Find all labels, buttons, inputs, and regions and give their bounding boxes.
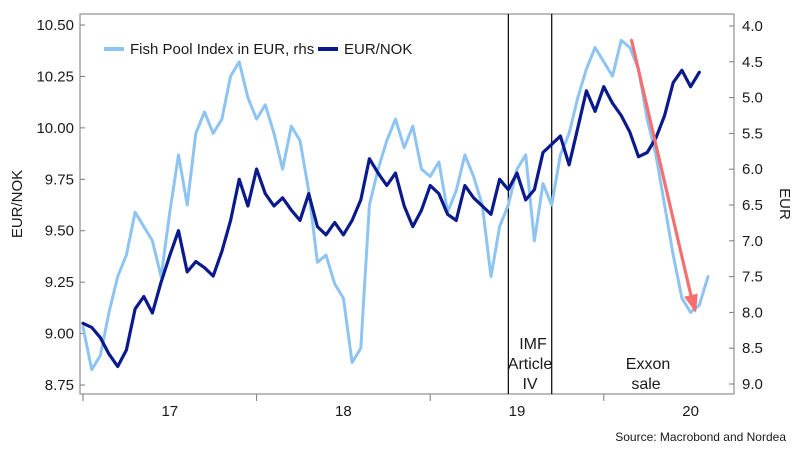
legend-label-fish-pool: Fish Pool Index in EUR, rhs [130, 41, 314, 58]
left-tick-label: 9.25 [45, 274, 74, 291]
right-axis-label: EUR [776, 188, 793, 220]
right-tick-label: 4.0 [742, 18, 763, 35]
annotation-exxon-line1: Exxon [626, 356, 670, 373]
right-tick-label: 5.0 [742, 90, 763, 107]
trend-arrow-head [684, 293, 698, 313]
left-tick-label: 9.50 [45, 223, 74, 240]
right-tick-label: 4.5 [742, 54, 763, 71]
annotation-exxon-line2: sale [631, 376, 660, 393]
right-tick-label: 9.0 [742, 376, 763, 393]
right-tick-label: 7.5 [742, 269, 763, 286]
series-line-eurnok [81, 68, 701, 369]
x-axis-ticks: 17 18 19 20 [82, 394, 699, 420]
series-group [81, 38, 710, 372]
plot-frame [79, 13, 735, 395]
series-line-fish-pool [81, 38, 710, 372]
annotation-imf-line3: IV [522, 376, 537, 393]
left-tick-label: 10.50 [36, 17, 74, 34]
left-tick-label: 10.00 [36, 120, 74, 137]
trend-arrow-shaft [629, 38, 696, 311]
right-axis-ticks: 4.0 4.5 5.0 5.5 6.0 6.5 7.0 7.5 8.0 8.5 9.0 [729, 18, 763, 393]
right-tick-label: 6.5 [742, 197, 763, 214]
annotation-imf-line2: Article [508, 356, 553, 373]
legend-label-eurnok: EUR/NOK [344, 41, 412, 58]
source-note: Source: Macrobond and Nordea [615, 430, 786, 444]
left-tick-label: 9.00 [45, 326, 74, 343]
annotation-imf-line1: IMF [519, 336, 547, 353]
right-tick-label: 7.0 [742, 233, 763, 250]
right-tick-label: 8.0 [742, 304, 763, 321]
right-tick-label: 5.5 [742, 125, 763, 142]
x-tick-label: 19 [509, 403, 526, 420]
x-tick-label: 20 [682, 403, 699, 420]
legend: Fish Pool Index in EUR, rhs EUR/NOK [104, 41, 412, 58]
right-tick-label: 8.5 [742, 340, 763, 357]
right-tick-label: 6.0 [742, 161, 763, 178]
left-tick-label: 8.75 [45, 377, 74, 394]
left-axis-ticks: 10.50 10.25 10.00 9.75 9.50 9.25 9.00 8.75 [36, 17, 85, 394]
trend-arrow-group [629, 38, 698, 313]
x-tick-label: 18 [335, 403, 352, 420]
left-axis-label: EUR/NOK [9, 170, 26, 238]
left-tick-label: 10.25 [36, 68, 74, 85]
x-tick-label: 17 [161, 403, 178, 420]
left-tick-label: 9.75 [45, 171, 74, 188]
